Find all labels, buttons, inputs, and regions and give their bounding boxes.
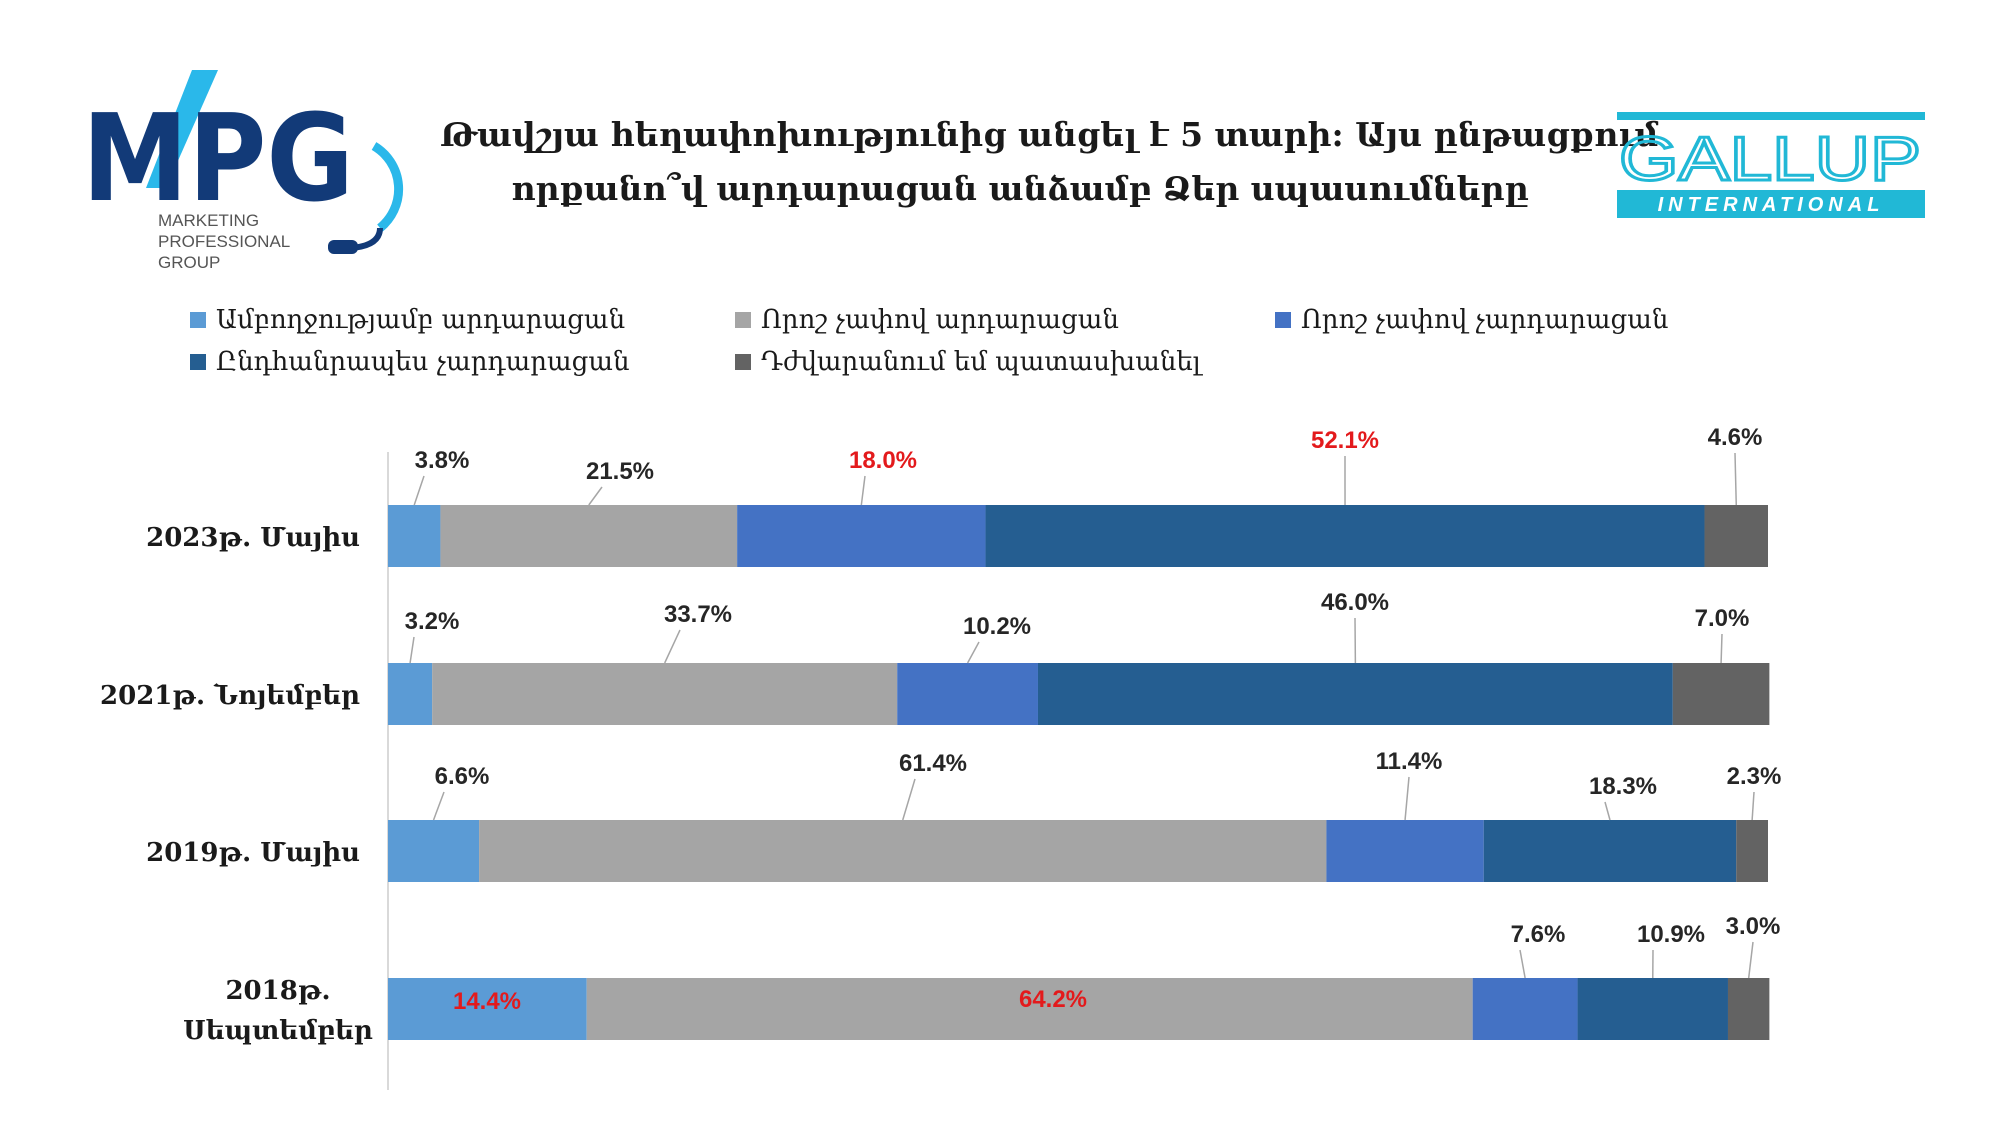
bar-fully-met [388, 820, 480, 882]
mpg-line-2: PROFESSIONAL [158, 232, 290, 251]
bar-not-met [1037, 663, 1673, 725]
legend-item-fully-met: Ամբողջությամբ արդարացան [190, 305, 625, 335]
bar-fully-met [388, 663, 433, 725]
legend-item-partially-met: Որոշ չափով արդարացան [735, 305, 1119, 335]
label-leader-line [413, 475, 425, 506]
legend-item-not-met: Ընդհանրապես չարդարացան [190, 347, 630, 377]
bar-partially-met [479, 820, 1327, 882]
legend-label-partially-not-met: Որոշ չափով չարդարացան [1301, 305, 1669, 335]
data-label: 4.6% [1708, 424, 1763, 451]
data-label: 21.5% [586, 458, 654, 485]
data-label: 46.0% [1321, 589, 1389, 616]
bar-partially-not-met [1326, 820, 1484, 882]
data-label: 18.0% [849, 447, 917, 474]
bar-partially-met [432, 663, 898, 725]
data-label: 10.9% [1637, 921, 1705, 948]
data-label: 14.4% [453, 988, 521, 1015]
gallup-name: GALLUP [1619, 125, 1921, 194]
bar-not-met [985, 505, 1705, 567]
title-line-1: Թավշյա հեղափոխությունից անցել է 5 տարի: … [440, 115, 1659, 154]
label-leader-line [409, 636, 415, 664]
data-label: 10.2% [963, 613, 1031, 640]
label-leader-line [1747, 941, 1754, 979]
legend-label-partially-met: Որոշ չափով արդարացան [761, 305, 1119, 335]
bar-not-met [1577, 978, 1728, 1040]
mpg-logo-letters: MPG [82, 90, 354, 229]
data-label: 61.4% [899, 750, 967, 777]
bar-hard-to-answer [1736, 820, 1768, 882]
category-label: 2019թ. Մայիս [146, 838, 360, 868]
category-label: 2021թ. Նոյեմբեր [100, 681, 360, 711]
title-line-2: որքանո՞վ արդարացան անձամբ Ձեր սպասումներ… [511, 169, 1529, 208]
bar-partially-not-met [897, 663, 1038, 725]
data-label: 7.6% [1511, 921, 1566, 948]
category-label: 2018թ. Սեպտեմբեր [183, 976, 373, 1046]
label-leader-line [1604, 801, 1611, 821]
category-label: 2023թ. Մայիս [146, 523, 360, 553]
bar-partially-not-met [1472, 978, 1578, 1040]
bar-hard-to-answer [1704, 505, 1768, 567]
bar-hard-to-answer [1727, 978, 1770, 1040]
data-label: 3.0% [1726, 913, 1781, 940]
label-leader-line [432, 791, 445, 821]
legend-swatch-not-met [190, 354, 206, 370]
data-label: 6.6% [435, 763, 490, 790]
label-leader-line [664, 629, 681, 664]
data-label: 2.3% [1727, 763, 1782, 790]
bar-partially-met [440, 505, 738, 567]
legend-label-hard-to-answer: Դժվարանում եմ պատասխանել [761, 347, 1201, 377]
label-leader-line [588, 486, 603, 506]
mpg-logo: MPG MARKETING PROFESSIONAL GROUP [82, 70, 404, 272]
legend-label-fully-met: Ամբողջությամբ արդարացան [216, 305, 626, 335]
label-leader-line [966, 641, 980, 664]
label-leader-line [1751, 791, 1755, 821]
label-leader-line [1720, 633, 1723, 664]
mpg-line-1: MARKETING [158, 211, 259, 230]
chart-legend: Ամբողջությամբ արդարացան Որոշ չափով արդար… [190, 305, 1890, 395]
data-label: 11.4% [1376, 748, 1443, 775]
legend-swatch-hard-to-answer [735, 354, 751, 370]
label-leader-line [1519, 949, 1526, 979]
legend-label-not-met: Ընդհանրապես չարդարացան [216, 347, 630, 377]
legend-item-partially-not-met: Որոշ չափով չարդարացան [1275, 305, 1668, 335]
legend-swatch-partially-not-met [1275, 312, 1291, 328]
data-label: 33.7% [664, 601, 732, 628]
label-leader-line [1734, 452, 1738, 506]
bar-partially-not-met [737, 505, 986, 567]
label-leader-line [902, 778, 916, 821]
bar-fully-met [388, 978, 587, 1040]
data-label: 3.8% [415, 447, 470, 474]
bar-not-met [1483, 820, 1737, 882]
gallup-logo: GALLUP INTERNATIONAL [1617, 112, 1925, 218]
label-leader-line [1404, 776, 1410, 821]
legend-swatch-fully-met [190, 312, 206, 328]
data-label: 18.3% [1589, 773, 1657, 800]
data-label: 52.1% [1311, 427, 1379, 454]
data-label: 64.2% [1019, 986, 1087, 1013]
bar-partially-met [586, 978, 1473, 1040]
gallup-sub: INTERNATIONAL [1658, 194, 1885, 216]
data-label: 7.0% [1695, 605, 1750, 632]
legend-item-hard-to-answer: Դժվարանում եմ պատասխանել [735, 347, 1201, 377]
mpg-line-3: GROUP [158, 253, 220, 272]
bar-hard-to-answer [1672, 663, 1770, 725]
label-leader-line [860, 475, 866, 506]
data-label: 3.2% [405, 608, 460, 635]
legend-swatch-partially-met [735, 312, 751, 328]
bar-fully-met [388, 505, 441, 567]
page-title: Թավշյա հեղափոխությունից անցել է 5 տարի: … [440, 108, 1659, 216]
